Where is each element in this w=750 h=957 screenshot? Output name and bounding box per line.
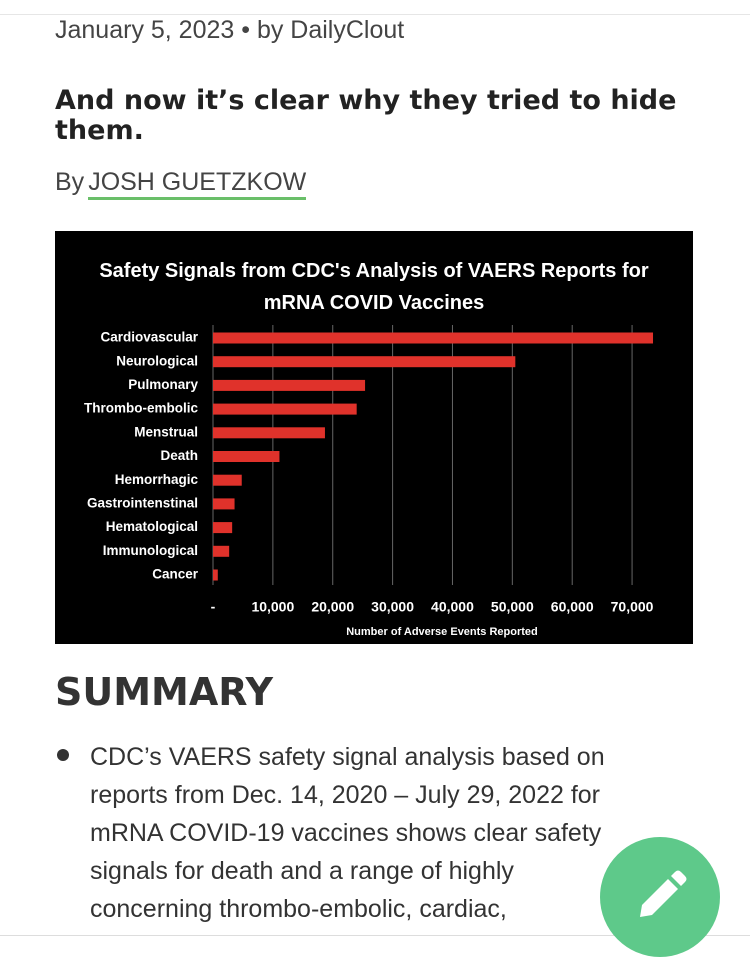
headline: And now it’s clear why they tried to hid… (55, 85, 677, 146)
chart-image: - 10,000 20,000 30,000 40,000 50,000 60,000 70,… (55, 231, 693, 644)
bullet-line: mRNA COVID-19 vaccines shows clear safet… (90, 819, 602, 847)
bar (213, 332, 654, 344)
bar (213, 545, 230, 557)
y-tick-label: Menstrual (134, 424, 198, 439)
bar (213, 498, 235, 510)
bullet-line: CDC’s VAERS safety signal analysis based… (90, 743, 605, 771)
bar (213, 451, 280, 462)
bar (213, 569, 218, 581)
bar (213, 522, 233, 534)
x-tick-label: 50,000 (491, 599, 534, 615)
x-tick-label: 60,000 (551, 599, 594, 615)
bullet-line: concerning thrombo-embolic, cardiac, (90, 895, 507, 923)
y-tick-label: Neurological (116, 353, 198, 368)
byline-prefix: By (55, 168, 85, 196)
bullet-line: reports from Dec. 14, 2020 – July 29, 20… (90, 781, 600, 809)
top-bar-edge (0, 14, 750, 15)
y-tick-label: Cardiovascular (100, 330, 198, 345)
y-tick-label: Hemorrhagic (115, 472, 199, 487)
author-link[interactable]: JOSH GUETZKOW (88, 168, 307, 200)
bullet (57, 749, 69, 761)
x-tick-label: 40,000 (431, 599, 474, 615)
y-tick-label: Cancer (152, 567, 199, 582)
bottom-edge (0, 935, 750, 936)
bar (213, 427, 325, 439)
edit-button[interactable] (600, 837, 720, 957)
bullet-text: CDC’s VAERS safety signal analysis based… (90, 738, 605, 928)
bar (213, 379, 366, 391)
y-tick-label: Hematological (106, 519, 198, 534)
y-tick-label: Gastrointenstinal (87, 495, 198, 510)
bullet-line: signals for death and a range of highly (90, 857, 514, 885)
y-tick-label: Thrombo-embolic (84, 401, 198, 416)
article-meta: January 5, 2023 • by DailyClout (55, 16, 405, 44)
chart: - 10,000 20,000 30,000 40,000 50,000 60,000 70,… (84, 325, 654, 638)
pencil-icon (640, 870, 687, 917)
x-tick-label: 20,000 (311, 599, 354, 615)
y-tick-label: Pulmonary (128, 377, 198, 392)
x-tick-label: 70,000 (611, 599, 654, 615)
byline: By JOSH GUETZKOW (55, 168, 307, 200)
chart-title: Safety Signals from CDC's Analysis of VA… (99, 260, 649, 314)
x-tick-label: 10,000 (251, 599, 294, 615)
bar (213, 356, 516, 368)
bar (213, 474, 242, 486)
section-heading: SUMMARY (55, 670, 273, 714)
y-tick-label: Death (160, 448, 198, 463)
y-tick-label: Immunological (103, 543, 198, 558)
x-axis-title: Number of Adverse Events Reported (346, 626, 538, 638)
x-tick-label: - (211, 599, 216, 615)
bar (213, 403, 357, 415)
x-tick-label: 30,000 (371, 599, 414, 615)
